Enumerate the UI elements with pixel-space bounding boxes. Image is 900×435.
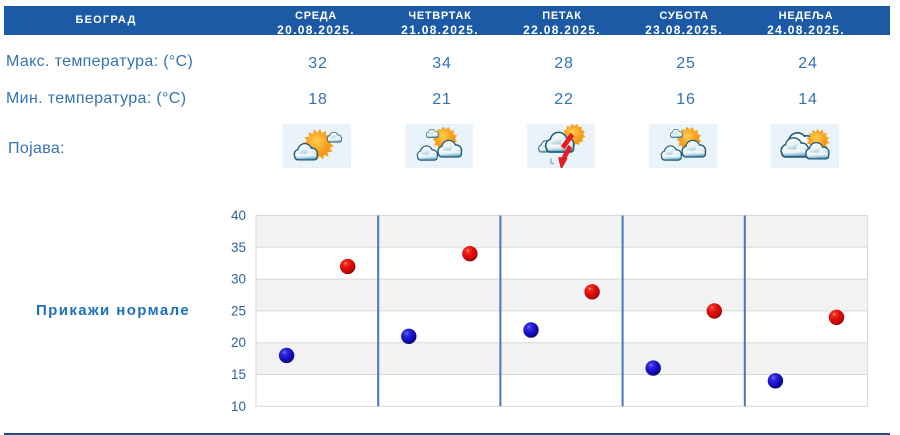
svg-text:40: 40 xyxy=(231,208,246,223)
svg-text:25: 25 xyxy=(231,303,246,318)
svg-text:20: 20 xyxy=(231,335,246,350)
svg-text:15: 15 xyxy=(231,367,246,382)
svg-text:30: 30 xyxy=(231,272,246,287)
svg-text:10: 10 xyxy=(231,399,246,414)
svg-text:35: 35 xyxy=(231,240,246,255)
